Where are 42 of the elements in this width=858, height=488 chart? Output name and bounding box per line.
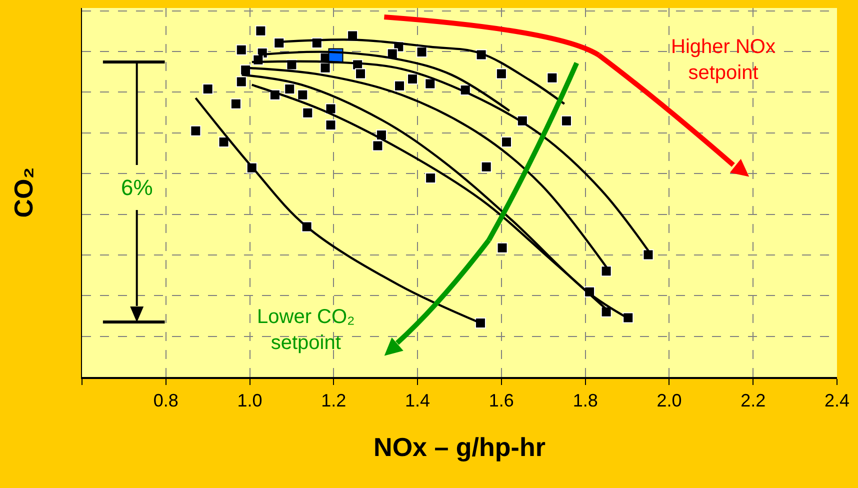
point xyxy=(372,140,384,152)
x-tick-label: 1.0 xyxy=(237,390,262,411)
point xyxy=(560,115,572,126)
point xyxy=(622,312,634,324)
point xyxy=(500,136,512,148)
x-tick-label: 1.2 xyxy=(321,390,346,411)
point xyxy=(236,44,247,56)
point xyxy=(236,76,247,88)
point xyxy=(424,78,436,90)
x-tick-label: 1.8 xyxy=(572,390,598,411)
point xyxy=(218,136,230,148)
point xyxy=(546,72,558,84)
point xyxy=(394,80,406,92)
point xyxy=(274,37,285,48)
point xyxy=(190,125,202,136)
point xyxy=(355,68,366,80)
point xyxy=(320,62,331,74)
annotation: Lower CO₂ setpoint xyxy=(257,306,355,354)
point xyxy=(480,161,492,172)
x-axis-title: NOx – g/hp-hr xyxy=(374,432,546,462)
point xyxy=(230,98,242,110)
x-tick-label: 1.4 xyxy=(405,390,430,411)
point xyxy=(416,46,428,58)
point xyxy=(496,68,507,80)
x-tick-label: 1.6 xyxy=(488,390,514,411)
point xyxy=(302,107,314,118)
point xyxy=(496,242,508,254)
point xyxy=(255,25,266,36)
point xyxy=(325,120,336,130)
x-tick-label: 2.2 xyxy=(740,390,766,411)
point xyxy=(425,172,436,184)
point xyxy=(407,73,418,84)
x-tick-label: 0.8 xyxy=(153,390,178,411)
point xyxy=(202,84,214,94)
point xyxy=(284,84,296,94)
annotation: Higher NOx setpoint xyxy=(671,36,776,84)
x-tick-label: 2.4 xyxy=(824,390,850,411)
x-tick-label: 2.0 xyxy=(656,390,682,411)
point xyxy=(297,89,308,100)
annotation: 6% xyxy=(121,175,153,200)
point xyxy=(474,318,486,328)
y-axis-title: CO₂ xyxy=(8,167,38,218)
